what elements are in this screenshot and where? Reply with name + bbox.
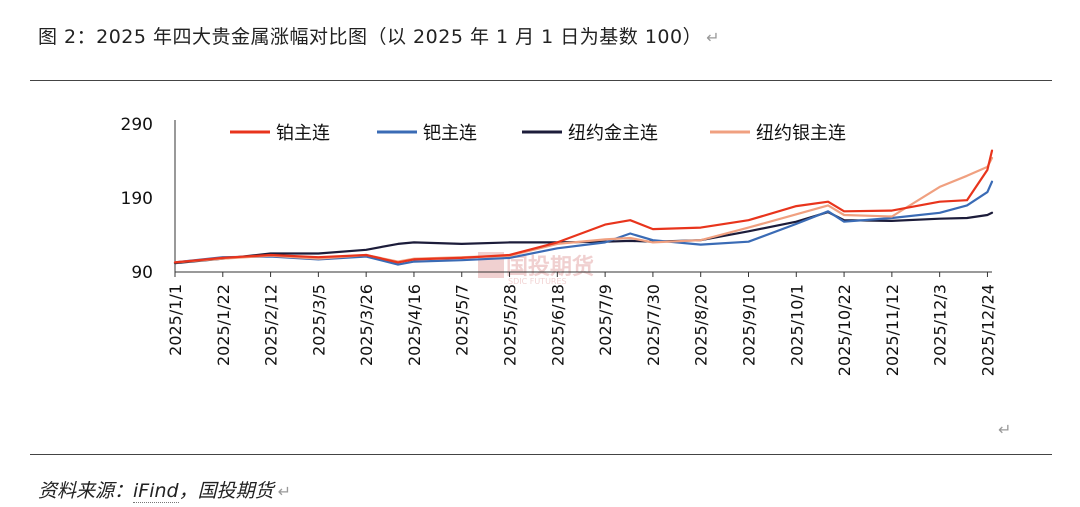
source-link[interactable]: iFind bbox=[133, 480, 179, 503]
return-mark-standalone: ↵ bbox=[998, 420, 1012, 439]
y-tick-label: 190 bbox=[121, 189, 153, 209]
x-tick-label: 2025/4/16 bbox=[405, 284, 424, 366]
x-tick-label: 2025/7/30 bbox=[644, 284, 663, 366]
x-tick-label: 2025/11/12 bbox=[883, 284, 902, 376]
series-line-platinum bbox=[173, 149, 994, 264]
x-tick-label: 2025/6/18 bbox=[548, 284, 567, 366]
y-tick-label: 90 bbox=[131, 263, 153, 283]
x-tick-label: 2025/5/7 bbox=[453, 284, 472, 356]
legend-label-platinum: 铂主连 bbox=[276, 123, 330, 144]
axes: 90 190 290 2025/1/1 2025/1/22 2025/2/12 2025/3… bbox=[121, 115, 998, 376]
source-note: 资料来源：iFind，国投期货 ↵ bbox=[38, 476, 291, 503]
x-tick-label: 2025/9/10 bbox=[739, 284, 758, 366]
legend-label-palladium: 钯主连 bbox=[423, 123, 477, 144]
x-tick-label: 2025/3/5 bbox=[309, 284, 328, 356]
series-layer bbox=[173, 149, 994, 266]
bottom-rule bbox=[30, 454, 1052, 455]
series-line-palladium bbox=[173, 180, 994, 266]
legend-label-silver: 纽约银主连 bbox=[756, 123, 846, 144]
watermark-main: 国投期货 bbox=[506, 254, 594, 280]
source-prefix: 资料来源： bbox=[38, 480, 134, 502]
x-tick-label: 2025/3/26 bbox=[357, 284, 376, 366]
x-tick-label: 2025/12/3 bbox=[931, 284, 950, 366]
source-suffix: ，国投期货 bbox=[178, 480, 274, 502]
x-tick-label: 2025/5/28 bbox=[501, 284, 520, 366]
top-rule bbox=[30, 80, 1052, 81]
series-line-gold bbox=[173, 211, 994, 265]
return-mark: ↵ bbox=[277, 482, 292, 501]
watermark-sub: SDIC FUTURES bbox=[508, 277, 567, 286]
return-mark: ↵ bbox=[706, 28, 721, 47]
watermark: 国投期货 SDIC FUTURES bbox=[478, 252, 594, 286]
x-tick-label: 2025/12/24 bbox=[978, 284, 997, 376]
legend: 铂主连 钯主连 纽约金主连 纽约银主连 bbox=[230, 123, 846, 144]
x-tick-label: 2025/10/22 bbox=[835, 284, 854, 376]
figure-caption: 图 2：2025 年四大贵金属涨幅对比图（以 2025 年 1 月 1 日为基数… bbox=[38, 22, 720, 49]
caption-text: 图 2：2025 年四大贵金属涨幅对比图（以 2025 年 1 月 1 日为基数… bbox=[38, 26, 703, 48]
x-tick-label: 2025/1/22 bbox=[214, 284, 233, 366]
x-tick-label: 2025/1/1 bbox=[166, 284, 185, 356]
x-tick-label: 2025/8/20 bbox=[692, 284, 711, 366]
legend-label-gold: 纽约金主连 bbox=[568, 123, 658, 144]
y-tick-label: 290 bbox=[121, 115, 153, 135]
x-tick-label: 2025/2/12 bbox=[262, 284, 281, 366]
x-tick-label: 2025/7/9 bbox=[596, 284, 615, 356]
x-tick-label: 2025/10/1 bbox=[787, 284, 806, 366]
